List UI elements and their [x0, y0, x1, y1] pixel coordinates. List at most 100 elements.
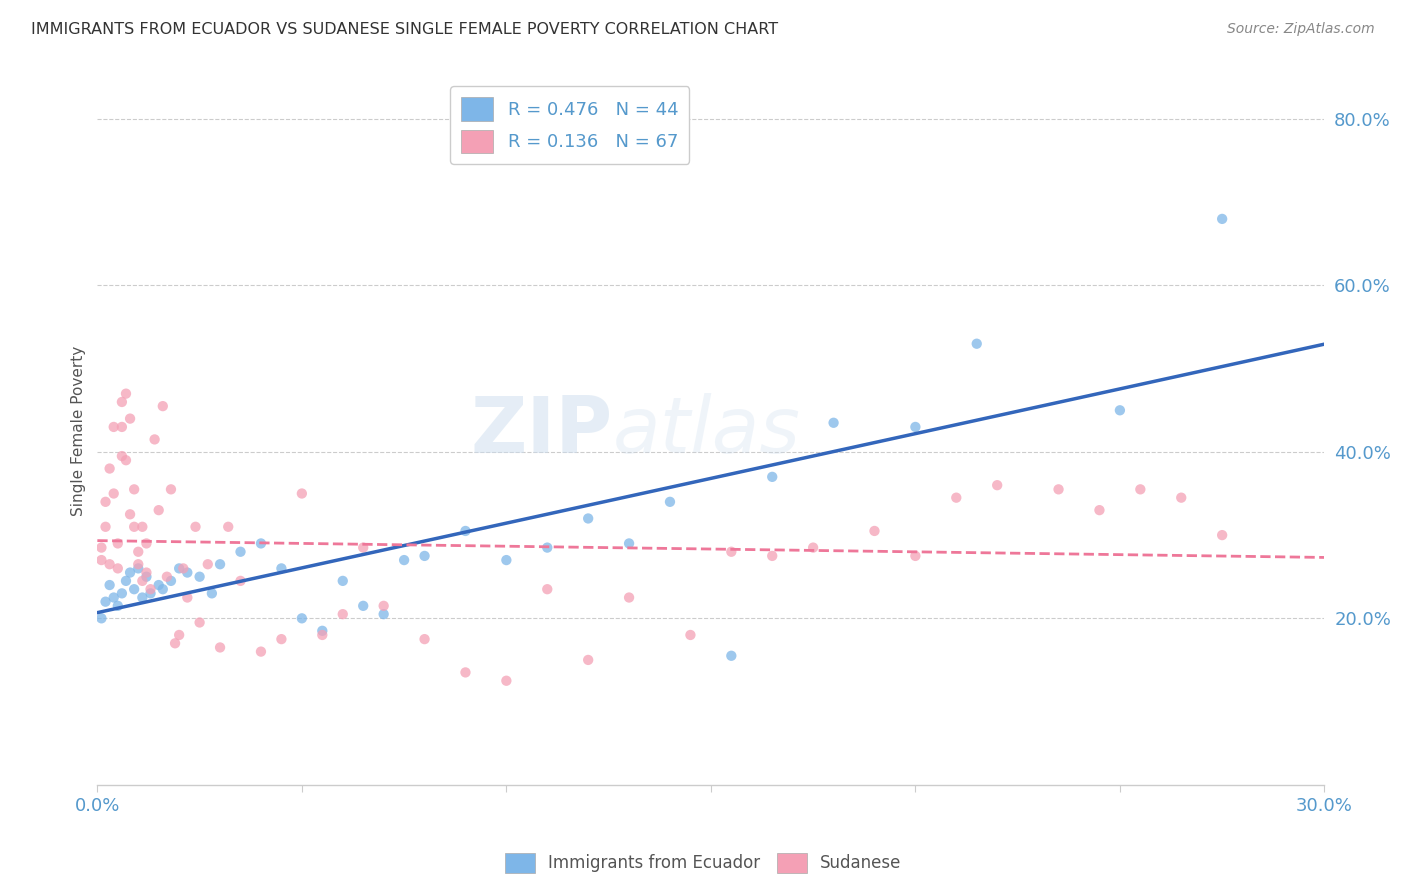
Point: [90, 611, 112, 625]
Point: [617, 536, 640, 550]
Point: [209, 558, 232, 572]
Point: [536, 541, 558, 555]
Point: [311, 624, 333, 638]
Point: [761, 549, 783, 563]
Point: [115, 386, 138, 401]
Point: [413, 549, 436, 563]
Point: [107, 599, 129, 613]
Point: [98, 558, 121, 572]
Point: [115, 574, 138, 588]
Point: [904, 549, 927, 563]
Point: [659, 495, 682, 509]
Point: [184, 520, 207, 534]
Point: [495, 673, 517, 688]
Point: [122, 582, 145, 597]
Point: [160, 483, 183, 497]
Point: [131, 520, 153, 534]
Point: [801, 541, 824, 555]
Point: [576, 511, 599, 525]
Text: ZIP: ZIP: [471, 393, 613, 469]
Point: [720, 545, 742, 559]
Point: [135, 536, 157, 550]
Legend: Immigrants from Ecuador, Sudanese: Immigrants from Ecuador, Sudanese: [498, 847, 908, 880]
Point: [904, 420, 927, 434]
Point: [188, 570, 211, 584]
Point: [94, 495, 117, 509]
Point: [167, 561, 190, 575]
Point: [332, 574, 354, 588]
Point: [176, 566, 198, 580]
Point: [103, 420, 125, 434]
Point: [156, 570, 179, 584]
Point: [122, 483, 145, 497]
Point: [270, 561, 292, 575]
Text: atlas: atlas: [613, 393, 800, 469]
Point: [148, 578, 170, 592]
Text: Source: ZipAtlas.com: Source: ZipAtlas.com: [1227, 22, 1375, 37]
Point: [94, 520, 117, 534]
Point: [229, 574, 252, 588]
Point: [127, 558, 149, 572]
Point: [135, 570, 157, 584]
Point: [679, 628, 702, 642]
Point: [352, 541, 374, 555]
Point: [160, 574, 183, 588]
Point: [413, 632, 436, 647]
Point: [103, 486, 125, 500]
Y-axis label: Single Female Poverty: Single Female Poverty: [72, 346, 86, 516]
Point: [945, 491, 967, 505]
Point: [373, 607, 395, 622]
Point: [127, 561, 149, 575]
Point: [131, 591, 153, 605]
Point: [148, 503, 170, 517]
Point: [135, 566, 157, 580]
Point: [576, 653, 599, 667]
Point: [152, 399, 174, 413]
Point: [139, 586, 162, 600]
Point: [90, 553, 112, 567]
Point: [111, 586, 134, 600]
Point: [1129, 483, 1152, 497]
Point: [167, 628, 190, 642]
Point: [127, 545, 149, 559]
Point: [131, 574, 153, 588]
Point: [176, 591, 198, 605]
Point: [761, 470, 783, 484]
Point: [94, 595, 117, 609]
Point: [152, 582, 174, 597]
Point: [111, 449, 134, 463]
Point: [172, 561, 194, 575]
Point: [122, 520, 145, 534]
Point: [311, 628, 333, 642]
Point: [617, 591, 640, 605]
Point: [720, 648, 742, 663]
Point: [107, 536, 129, 550]
Point: [454, 665, 477, 680]
Point: [98, 578, 121, 592]
Point: [270, 632, 292, 647]
Legend: R = 0.476   N = 44, R = 0.136   N = 67: R = 0.476 N = 44, R = 0.136 N = 67: [450, 87, 689, 163]
Point: [250, 536, 273, 550]
Point: [1170, 491, 1192, 505]
Point: [197, 558, 219, 572]
Point: [165, 636, 187, 650]
Point: [454, 524, 477, 538]
Point: [98, 461, 121, 475]
Point: [120, 411, 142, 425]
Point: [217, 520, 239, 534]
Text: IMMIGRANTS FROM ECUADOR VS SUDANESE SINGLE FEMALE POVERTY CORRELATION CHART: IMMIGRANTS FROM ECUADOR VS SUDANESE SING…: [31, 22, 778, 37]
Point: [201, 586, 224, 600]
Point: [209, 640, 232, 655]
Point: [143, 433, 166, 447]
Point: [229, 545, 252, 559]
Point: [103, 591, 125, 605]
Point: [863, 524, 886, 538]
Point: [120, 566, 142, 580]
Point: [111, 395, 134, 409]
Point: [536, 582, 558, 597]
Point: [1088, 503, 1111, 517]
Point: [823, 416, 845, 430]
Point: [392, 553, 415, 567]
Point: [373, 599, 395, 613]
Point: [1211, 211, 1233, 226]
